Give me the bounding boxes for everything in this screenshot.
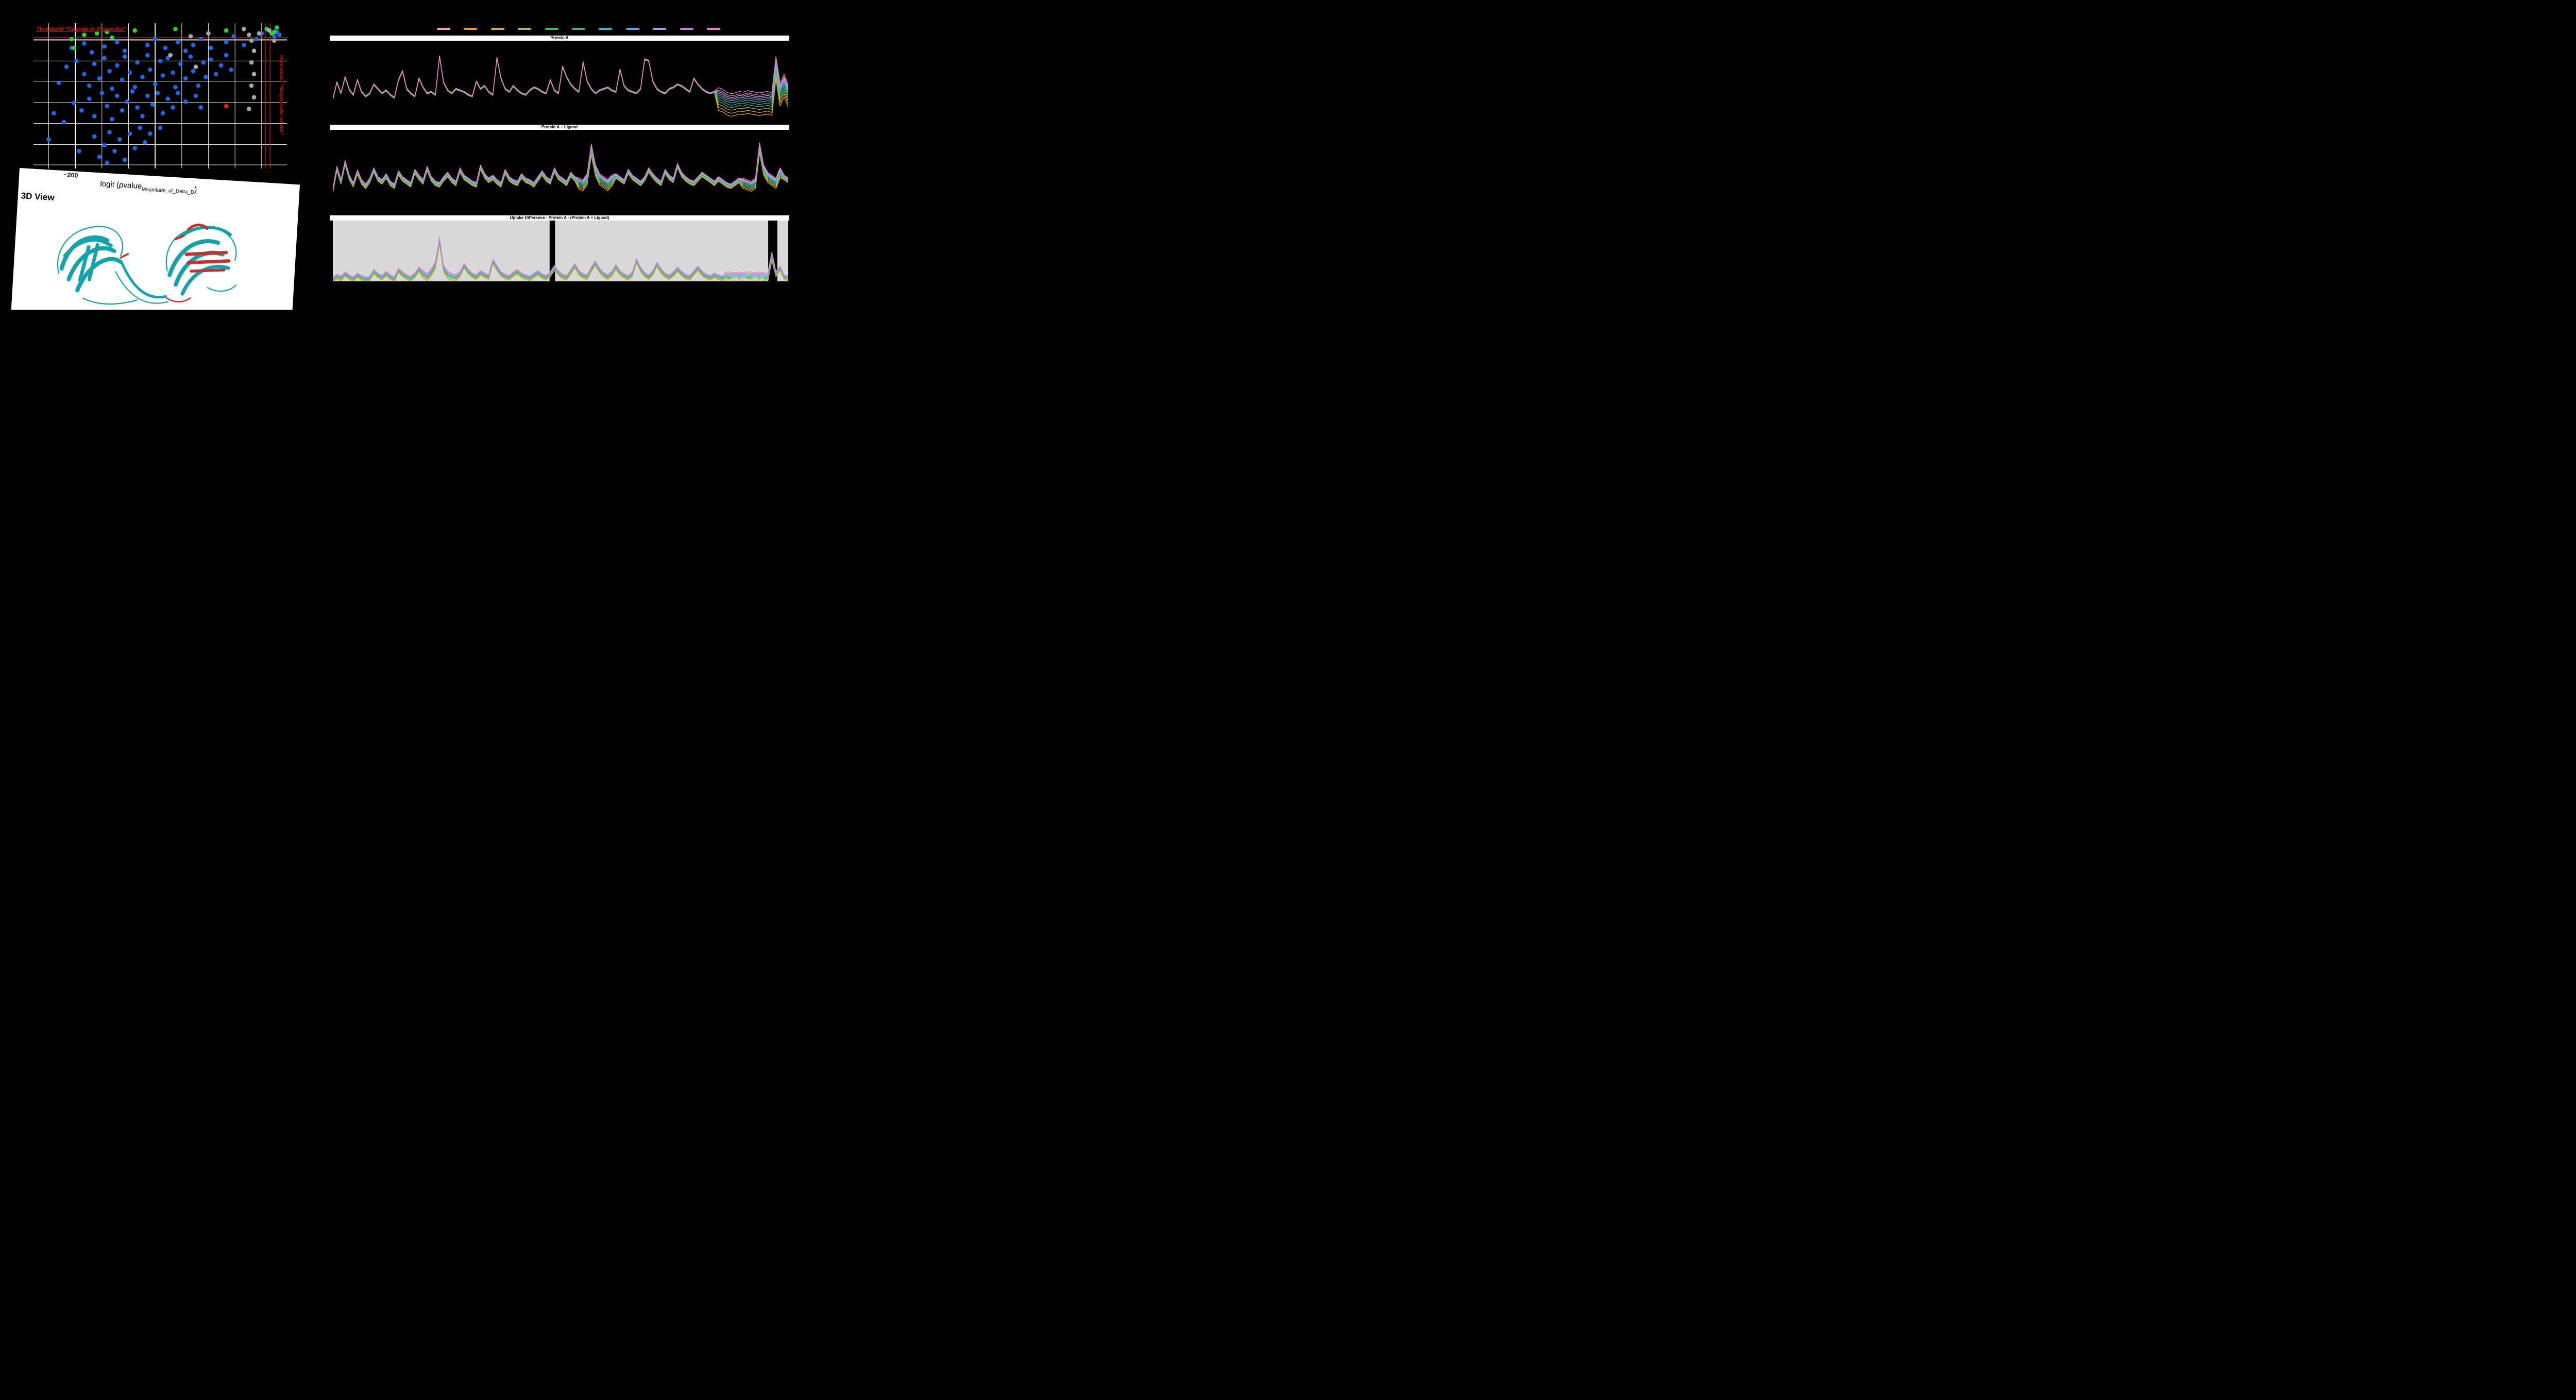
legend-color-dash[interactable] — [437, 28, 450, 30]
3d-view-card[interactable]: −200 logit (pvalueMagnitude_of_Delta_D) … — [10, 168, 300, 310]
uptake-chart-protein-a-ligand[interactable] — [333, 130, 788, 212]
panel-title-protein-a-ligand-text: Protein A + Ligand — [541, 125, 578, 129]
x-axis-label-subscript: Magnitude_of_Delta_D — [141, 187, 195, 196]
ribbon-teal-group — [57, 226, 237, 305]
ribbon-highlight-group — [120, 224, 231, 302]
x-axis-label-suffix: ) — [194, 185, 197, 194]
legend-color-dash[interactable] — [464, 28, 478, 30]
threshold-magnitude-label: Threshold "Magnitude of ΔD" — [278, 54, 284, 136]
legend-color-dash[interactable] — [571, 28, 585, 30]
legend-color-dash[interactable] — [653, 28, 667, 30]
legend-color-dash[interactable] — [599, 28, 613, 30]
legend-color-dash[interactable] — [706, 28, 720, 30]
uptake-difference-chart[interactable] — [333, 221, 788, 281]
protein-structure-3d[interactable] — [36, 206, 258, 310]
panel-title-protein-a-ligand: Protein A + Ligand — [330, 125, 789, 130]
panel-title-protein-a: Protein A — [330, 36, 789, 41]
x-axis-tick-label: −200 — [63, 171, 78, 179]
volcano-scatter-canvas[interactable] — [33, 23, 287, 168]
panel-title-protein-a-text: Protein A — [550, 36, 569, 40]
threshold-change-in-dynamics-label: Threshold "Change in Dynamics" — [36, 26, 126, 32]
trace-legend — [437, 28, 720, 30]
panel-title-uptake-difference-text: Uptake Difference : Protein A - (Protein… — [510, 215, 609, 220]
x-axis-label-value: value — [123, 181, 142, 191]
legend-color-dash[interactable] — [545, 28, 558, 30]
legend-color-dash[interactable] — [518, 28, 532, 30]
x-axis-label-prefix: logit ( — [99, 179, 120, 190]
uptake-chart-protein-a[interactable] — [333, 41, 788, 123]
legend-color-dash[interactable] — [490, 28, 504, 30]
x-axis-label: logit (pvalueMagnitude_of_Delta_D) — [100, 179, 197, 195]
volcano-plot[interactable]: Threshold "Change in Dynamics" Threshold… — [33, 23, 287, 168]
app-canvas: Threshold "Change in Dynamics" Threshold… — [0, 0, 808, 310]
panel-title-uptake-difference: Uptake Difference : Protein A - (Protein… — [330, 215, 789, 221]
legend-color-dash[interactable] — [625, 28, 639, 30]
legend-color-dash[interactable] — [680, 28, 693, 30]
3d-view-title: 3D View — [21, 191, 55, 203]
